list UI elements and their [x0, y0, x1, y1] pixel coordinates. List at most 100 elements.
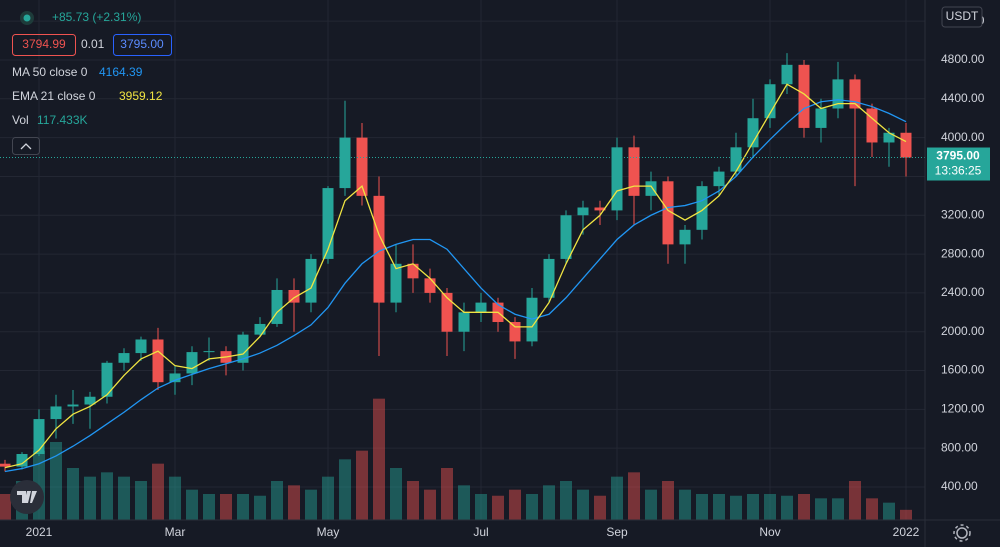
y-tick-label: 1200.00: [941, 402, 985, 416]
volume-bar: [271, 481, 283, 520]
candle-body: [475, 302, 487, 313]
volume-bar: [339, 459, 351, 520]
currency-box[interactable]: [941, 6, 983, 28]
volume-bar: [747, 494, 759, 520]
volume-bar: [509, 489, 521, 520]
candle-body: [169, 373, 181, 383]
candle-body: [0, 463, 11, 467]
candle-body: [407, 263, 419, 279]
candle-body: [509, 322, 521, 342]
volume-bar: [254, 495, 266, 520]
volume-bar: [764, 494, 776, 520]
candle-body: [577, 207, 589, 216]
volume-bar: [849, 481, 861, 520]
volume-bar: [662, 481, 674, 520]
candle-body: [16, 454, 28, 467]
volume-bar: [118, 476, 130, 520]
indicator-line: [4, 99, 907, 473]
volume-bar: [560, 481, 572, 520]
volume-bar: [679, 489, 691, 520]
y-tick-label: 2800.00: [941, 246, 985, 260]
change: +85.73 (+2.31%): [52, 10, 141, 24]
volume-bar: [798, 494, 810, 520]
y-tick-label: 400.00: [941, 479, 978, 493]
volume-value: 117.433K: [37, 113, 88, 127]
volume-bar: [186, 489, 198, 520]
candle-body: [50, 406, 62, 420]
x-tick-label: Mar: [165, 525, 186, 539]
indicator-value: 4164.39: [99, 65, 143, 79]
candle-body: [543, 258, 555, 298]
volume-bar: [50, 442, 62, 520]
candle-body: [781, 64, 793, 85]
last-price-label: 3795.00: [936, 149, 980, 163]
y-tick-label: 4000.00: [941, 130, 985, 144]
bid: 3794.99: [22, 37, 66, 51]
indicator-value: 3959.12: [119, 89, 163, 103]
last-price-box: [927, 147, 990, 181]
candle-body: [611, 147, 623, 211]
volume-bar: [781, 495, 793, 520]
candle-body: [645, 181, 657, 196]
candle-body: [33, 419, 45, 455]
settings-teeth: [953, 524, 971, 542]
candle-body: [424, 278, 436, 293]
x-tick-label: Nov: [759, 525, 780, 539]
logo-mark: [17, 491, 37, 503]
volume-bar: [815, 498, 827, 520]
plot: [0, 53, 925, 520]
volume-bar: [730, 495, 742, 520]
collapse-button[interactable]: [12, 137, 40, 155]
countdown: 13:36:25: [935, 164, 982, 178]
buy-box[interactable]: [113, 34, 172, 56]
indicator-line: [4, 83, 907, 469]
y-tick-label: 3200.00: [941, 207, 985, 221]
volume-bar: [169, 476, 181, 520]
sell-box[interactable]: [12, 34, 76, 56]
ask: 3795.00: [120, 37, 164, 51]
currency: USDT: [946, 9, 979, 23]
candle-body: [101, 362, 113, 397]
candle-body: [186, 352, 198, 374]
volume-bar: [543, 485, 555, 520]
volume-bar: [237, 494, 249, 520]
y-tick-label: 2400.00: [941, 285, 985, 299]
volume-bar: [713, 494, 725, 520]
candle-body: [747, 118, 759, 148]
volume-bar: [203, 494, 215, 520]
candle-body: [730, 147, 742, 172]
volume-bar: [305, 489, 317, 520]
volume-bar: [152, 463, 164, 520]
candle-body: [288, 289, 300, 303]
candle-body: [271, 289, 283, 324]
candle-body: [900, 132, 912, 158]
status-dot: [23, 14, 31, 22]
volume-bar: [645, 489, 657, 520]
candle-body: [458, 312, 470, 332]
x-tick-label: 2021: [26, 525, 53, 539]
candle-body: [832, 79, 844, 109]
candle-body: [84, 396, 96, 405]
volume-bar: [322, 476, 334, 520]
price-axis: 400.00 800.00 1200.00 1600.00 2000.00 2400.00…: [941, 13, 985, 493]
volume-bar: [373, 398, 385, 520]
candle-body: [679, 229, 691, 245]
volume-bar: [526, 494, 538, 520]
candle-body: [203, 351, 215, 353]
volume-bar: [458, 485, 470, 520]
volume-bar: [67, 468, 79, 520]
settings[interactable]: [956, 527, 968, 539]
candle-body: [815, 108, 827, 128]
candle-body: [67, 404, 79, 407]
candle-body: [560, 215, 572, 259]
x-tick-label: Jul: [473, 525, 488, 539]
candle-body: [356, 137, 368, 196]
candle-body: [390, 263, 402, 303]
volume-bar: [628, 472, 640, 520]
volume-bar: [611, 476, 623, 520]
volume-bar: [900, 509, 912, 520]
candle-body: [237, 334, 249, 363]
candle-body: [628, 147, 640, 196]
y-tick-label: 1600.00: [941, 363, 985, 377]
